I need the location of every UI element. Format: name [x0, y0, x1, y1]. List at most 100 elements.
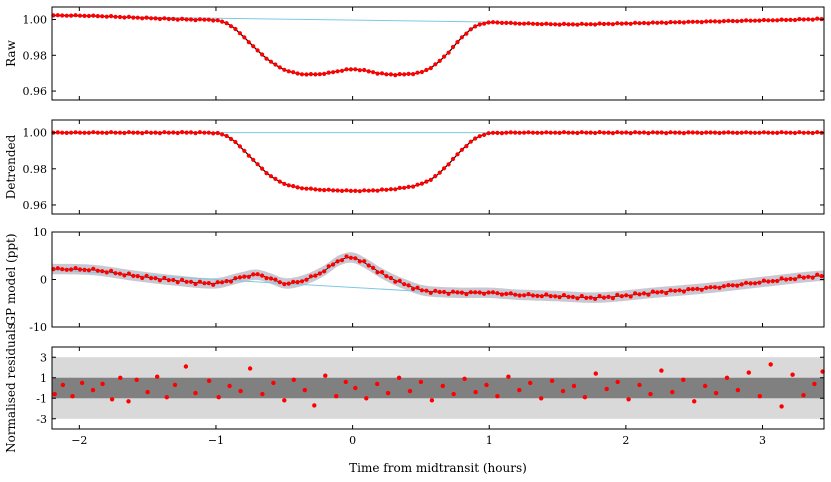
- residual-point: [506, 374, 511, 379]
- data-point: [260, 273, 265, 278]
- data-point: [468, 290, 473, 295]
- data-point: [668, 20, 673, 25]
- data-point: [251, 272, 256, 277]
- data-point: [193, 281, 198, 287]
- data-point: [91, 130, 96, 135]
- data-point: [282, 282, 287, 287]
- residual-point: [779, 404, 784, 409]
- data-point: [273, 176, 278, 181]
- data-point: [335, 69, 340, 74]
- data-point: [792, 17, 798, 23]
- residual-point: [549, 378, 555, 383]
- data-point: [726, 283, 731, 288]
- data-point: [371, 188, 376, 193]
- residual-point: [70, 394, 75, 399]
- data-point: [308, 274, 313, 279]
- data-point: [437, 170, 442, 175]
- residual-point: [429, 398, 435, 403]
- data-point: [202, 17, 207, 22]
- data-point: [735, 19, 740, 24]
- residual-point: [702, 383, 708, 389]
- data-point: [113, 271, 118, 276]
- data-point: [659, 20, 664, 25]
- data-point: [419, 181, 424, 186]
- data-point: [428, 66, 433, 71]
- data-point: [326, 264, 331, 269]
- data-point: [237, 31, 242, 36]
- data-point: [704, 19, 709, 24]
- residual-point: [571, 383, 577, 389]
- detrended-axes-frame: [51, 119, 825, 215]
- residual-point: [126, 399, 131, 404]
- data-point: [55, 130, 60, 135]
- data-point: [277, 179, 282, 184]
- data-point: [286, 281, 291, 286]
- data-point: [344, 67, 349, 72]
- data-point: [433, 288, 438, 293]
- data-point: [464, 144, 469, 149]
- data-point: [371, 70, 376, 75]
- data-point: [739, 282, 744, 287]
- data-point: [633, 130, 638, 135]
- data-point: [415, 182, 420, 187]
- data-point: [446, 291, 451, 296]
- residuals-panel: -3 -1 1 3 Normalised residuals: [4, 323, 825, 453]
- data-point: [748, 281, 753, 286]
- data-point: [375, 71, 380, 76]
- residual-point: [593, 371, 598, 376]
- data-point: [180, 16, 185, 21]
- data-point: [499, 20, 504, 25]
- residual-point: [90, 387, 96, 393]
- data-point: [402, 282, 407, 287]
- data-point: [548, 294, 553, 299]
- data-point: [788, 17, 793, 22]
- data-point: [473, 290, 478, 295]
- data-point: [322, 71, 327, 76]
- data-point: [122, 273, 127, 278]
- residual-point: [164, 395, 169, 400]
- data-point: [260, 166, 265, 171]
- gp-ylabel: GP model (ppt): [4, 233, 18, 325]
- data-point: [504, 20, 509, 25]
- data-point: [526, 130, 531, 135]
- data-point: [406, 184, 411, 189]
- data-point: [255, 162, 260, 167]
- data-point: [615, 292, 620, 297]
- data-point: [544, 130, 549, 135]
- data-point: [593, 296, 598, 301]
- data-point: [188, 130, 194, 135]
- data-point: [815, 272, 820, 277]
- data-point: [339, 258, 345, 263]
- data-point: [730, 283, 735, 288]
- data-point: [744, 18, 749, 23]
- y-tick-label: 0: [40, 274, 47, 287]
- data-point: [277, 280, 282, 285]
- data-point: [473, 136, 478, 141]
- gp-model-panel: -10 0 10 GP model (ppt): [4, 226, 825, 334]
- x-tick-label: 3: [759, 434, 766, 447]
- data-point: [220, 19, 225, 24]
- data-point: [588, 130, 593, 135]
- data-point: [522, 21, 527, 26]
- data-point: [544, 21, 549, 26]
- residual-point: [52, 391, 57, 397]
- data-point: [699, 287, 704, 292]
- residual-point: [418, 379, 424, 385]
- data-point: [517, 130, 522, 135]
- data-point: [668, 288, 673, 293]
- data-point: [810, 275, 815, 280]
- data-point: [202, 130, 207, 135]
- data-point: [717, 19, 722, 24]
- residual-point: [735, 387, 741, 393]
- data-point: [566, 22, 571, 27]
- data-point: [357, 259, 362, 264]
- data-point: [815, 130, 820, 135]
- data-point: [477, 290, 482, 295]
- data-point: [601, 295, 607, 300]
- data-point: [100, 130, 105, 135]
- data-point: [295, 280, 300, 285]
- data-point: [211, 131, 216, 136]
- x-tick-label: −1: [208, 434, 224, 447]
- data-point: [122, 130, 127, 136]
- detrended-transit-model: [52, 131, 824, 192]
